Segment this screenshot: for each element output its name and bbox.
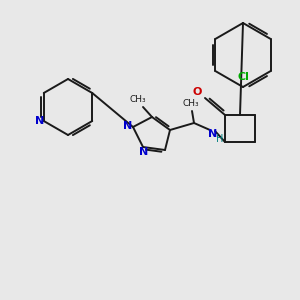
Text: O: O — [192, 87, 202, 97]
Text: N: N — [123, 121, 133, 131]
Text: H: H — [216, 134, 224, 144]
Text: N: N — [208, 129, 217, 139]
Text: N: N — [140, 147, 148, 157]
Text: CH₃: CH₃ — [183, 98, 199, 107]
Text: CH₃: CH₃ — [130, 94, 146, 103]
Text: N: N — [35, 116, 44, 126]
Text: Cl: Cl — [237, 72, 249, 82]
